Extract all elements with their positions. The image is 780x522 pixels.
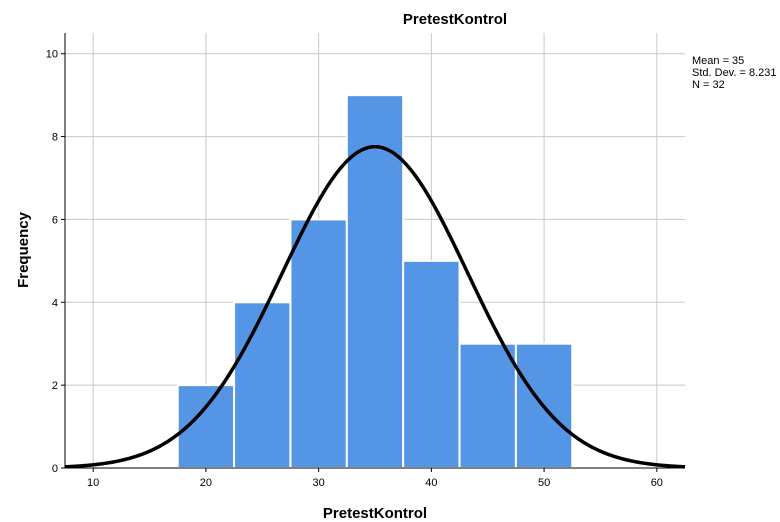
histogram-bar xyxy=(458,342,517,470)
x-tick-label: 20 xyxy=(200,477,212,489)
histogram-bar xyxy=(402,259,461,469)
histogram-bar xyxy=(233,301,292,469)
y-axis-title: Frequency xyxy=(15,211,32,288)
x-tick-label: 40 xyxy=(425,477,437,489)
x-tick-label: 50 xyxy=(538,477,550,489)
y-tick-label: 6 xyxy=(52,214,58,226)
histogram-bar xyxy=(289,218,348,469)
stat-n: N = 32 xyxy=(692,79,725,91)
chart-title: PretestKontrol xyxy=(403,11,507,28)
y-tick-label: 10 xyxy=(46,49,58,61)
y-tick-label: 8 xyxy=(52,132,58,144)
normal-curve xyxy=(64,144,686,469)
histogram-bar xyxy=(345,94,405,470)
summary-statistics: Mean = 35 Std. Dev. = 8.231 N = 32 xyxy=(692,55,777,91)
histogram-bars xyxy=(176,94,574,470)
y-tick-label: 0 xyxy=(52,463,58,475)
stat-mean: Mean = 35 xyxy=(692,55,744,67)
y-tick-label: 4 xyxy=(52,297,58,309)
x-tick-label: 10 xyxy=(87,477,99,489)
axes xyxy=(64,33,685,469)
x-tick-label: 60 xyxy=(651,477,663,489)
x-axis-title: PretestKontrol xyxy=(323,505,427,522)
stat-std-dev: Std. Dev. = 8.231 xyxy=(692,67,777,79)
x-tick-label: 30 xyxy=(313,477,325,489)
y-tick-label: 2 xyxy=(52,380,58,392)
tick-labels: 10 20 30 40 50 60 0 2 4 6 8 10 xyxy=(46,49,663,489)
normal-curve-layer xyxy=(64,144,686,469)
